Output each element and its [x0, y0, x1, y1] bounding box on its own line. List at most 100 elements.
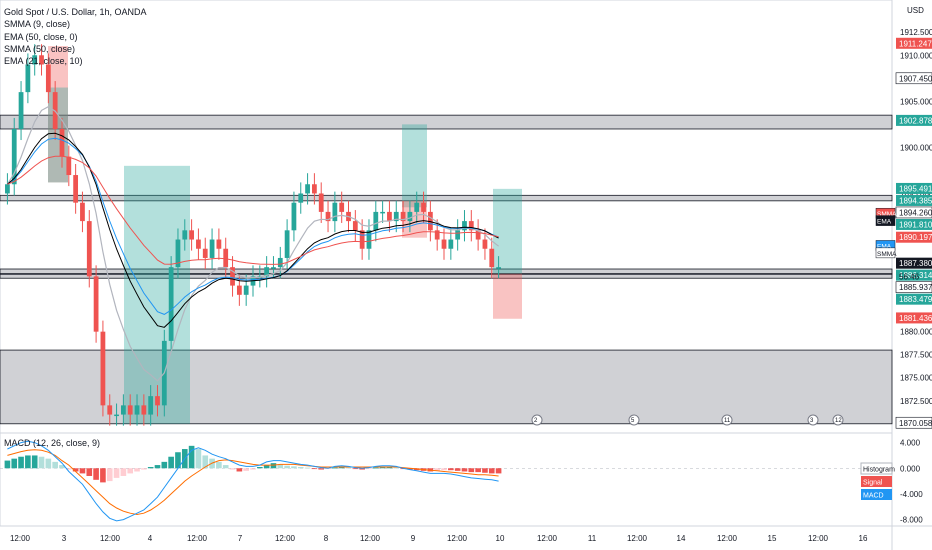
price-tick-label: 1900.000 — [900, 143, 932, 152]
currency-label: USD — [907, 6, 924, 15]
indicator-smma-50[interactable]: SMMA (50, close) — [4, 43, 76, 54]
candle — [291, 202, 297, 231]
macd-histogram-bar — [120, 468, 127, 476]
indicator-ema-21[interactable]: EMA (21, close, 10) — [4, 56, 83, 67]
macd-histogram-bar — [52, 461, 58, 469]
macd-histogram-bar — [31, 455, 38, 469]
macd-histogram-bar — [345, 467, 352, 469]
event-marker — [832, 414, 844, 426]
time-tick-label: 11 — [588, 534, 597, 543]
price-label: 1894.260 — [899, 208, 932, 217]
price-label-box — [895, 416, 932, 429]
candle — [25, 64, 31, 93]
time-tick-label: 16 — [859, 534, 868, 543]
macd-tick-label: 0.000 — [900, 464, 921, 473]
indicator-smma-9[interactable]: SMMA (9, close) — [4, 19, 71, 30]
macd-histogram-bar — [175, 452, 181, 469]
macd-histogram-bar — [461, 468, 468, 472]
candle — [434, 230, 440, 240]
price-tick-label: 1880.000 — [900, 328, 932, 337]
macd-histogram-bar — [263, 465, 270, 469]
candle — [373, 211, 379, 231]
candle — [393, 211, 399, 222]
macd-histogram-bar — [236, 468, 243, 472]
macd-histogram-bar — [106, 468, 113, 482]
position-box — [493, 188, 522, 274]
candle — [475, 230, 481, 240]
time-tick-label: 14 — [677, 534, 686, 543]
candle — [73, 175, 79, 203]
candle — [93, 276, 99, 332]
macd-legend-box — [860, 462, 893, 475]
time-tick-label: 3 — [62, 534, 67, 543]
price-tick-label: 1895.000 — [900, 189, 932, 198]
side-tag-box — [875, 247, 896, 259]
candle — [236, 285, 242, 295]
side-tag-label: EMA — [877, 219, 892, 226]
time-tick-label: 12:00 — [10, 534, 31, 543]
indicator-ema-50[interactable]: EMA (50, close, 0) — [4, 31, 78, 42]
macd-histogram-bar — [202, 455, 209, 469]
candle — [312, 184, 317, 194]
time-tick-label: 12:00 — [275, 534, 296, 543]
price-label-box — [896, 114, 932, 126]
candle — [216, 239, 222, 249]
position-box — [493, 273, 522, 319]
macd-histogram-bar — [154, 465, 161, 469]
candle — [325, 211, 331, 222]
event-marker — [721, 414, 733, 426]
candle — [66, 156, 72, 176]
macd-histogram-bar — [291, 466, 297, 469]
candle — [5, 184, 10, 194]
time-tick-label: 12:00 — [447, 534, 468, 543]
macd-histogram-bar — [188, 445, 195, 469]
price-label-box — [895, 206, 932, 219]
macd-histogram-bar — [379, 466, 386, 469]
candle — [421, 202, 426, 212]
candle — [264, 267, 270, 277]
candle — [80, 202, 85, 222]
candle — [305, 184, 310, 194]
candle — [318, 193, 324, 212]
price-tick-label: 1875.000 — [900, 374, 932, 383]
candle — [496, 267, 501, 269]
macd-legend-label: Signal — [863, 480, 883, 487]
price-label-box — [895, 72, 932, 85]
macd-histogram-bar — [393, 467, 400, 469]
time-tick-label: 12:00 — [808, 534, 829, 543]
price-label-box — [896, 182, 932, 194]
price-label-box — [896, 257, 932, 269]
macd-histogram-bar — [243, 468, 249, 471]
chart-title: Gold Spot / U.S. Dollar, 1h, OANDA — [4, 7, 147, 17]
time-tick-label: 7 — [238, 534, 243, 543]
candle — [441, 239, 447, 249]
price-label: 1895.491 — [899, 184, 932, 193]
price-label: 1885.937 — [899, 283, 932, 292]
macd-title[interactable]: MACD (12, 26, close, 9) — [4, 438, 101, 448]
macd-histogram-bar — [141, 468, 147, 470]
macd-histogram-bar — [434, 468, 441, 471]
macd-histogram-bar — [250, 468, 256, 470]
macd-histogram-bar — [441, 468, 447, 471]
macd-histogram-bar — [86, 468, 93, 476]
macd-tick-label: -8.000 — [900, 516, 923, 525]
macd-histogram-bar — [270, 463, 277, 469]
price-label: 1883.479 — [899, 295, 932, 304]
macd-histogram-bar — [386, 466, 393, 469]
side-tag-label: SMMA — [877, 211, 897, 218]
macd-histogram-bar — [338, 466, 345, 469]
price-label-box — [896, 293, 932, 305]
macd-histogram-bar — [79, 468, 86, 474]
macd-histogram-bar — [100, 468, 106, 483]
candle — [114, 414, 119, 417]
candle — [182, 230, 188, 240]
candle — [352, 221, 358, 231]
macd-histogram-bar — [475, 468, 481, 473]
macd-histogram-bar — [59, 465, 65, 469]
macd-histogram-bar — [366, 468, 372, 470]
macd-line — [7, 440, 499, 522]
candle — [455, 230, 461, 240]
macd-tick-label: 4.000 — [900, 439, 921, 448]
macd-legend-label: MACD — [863, 493, 884, 500]
